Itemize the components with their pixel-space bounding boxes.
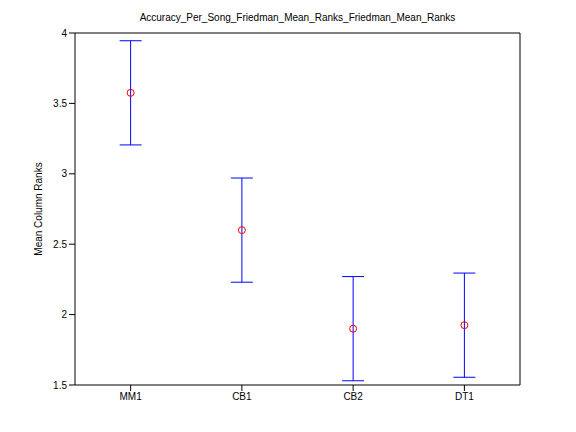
svg-text:2.5: 2.5	[53, 239, 67, 250]
svg-text:3: 3	[61, 168, 67, 179]
svg-text:CB1: CB1	[232, 391, 252, 402]
svg-text:2: 2	[61, 309, 67, 320]
svg-text:Mean Column Ranks: Mean Column Ranks	[33, 162, 44, 255]
svg-text:DT1: DT1	[455, 391, 474, 402]
html-text:Accuracy_Per_Song_Friedman_Mea: Accuracy_Per_Song_Friedman_Mean_Ranks_Fr…	[139, 12, 456, 23]
svg-text:CB2: CB2	[343, 391, 363, 402]
svg-text:MM1: MM1	[120, 391, 143, 402]
svg-text:4: 4	[61, 28, 67, 39]
svg-text:3.5: 3.5	[53, 98, 67, 109]
svg-text:1.5: 1.5	[53, 380, 67, 391]
